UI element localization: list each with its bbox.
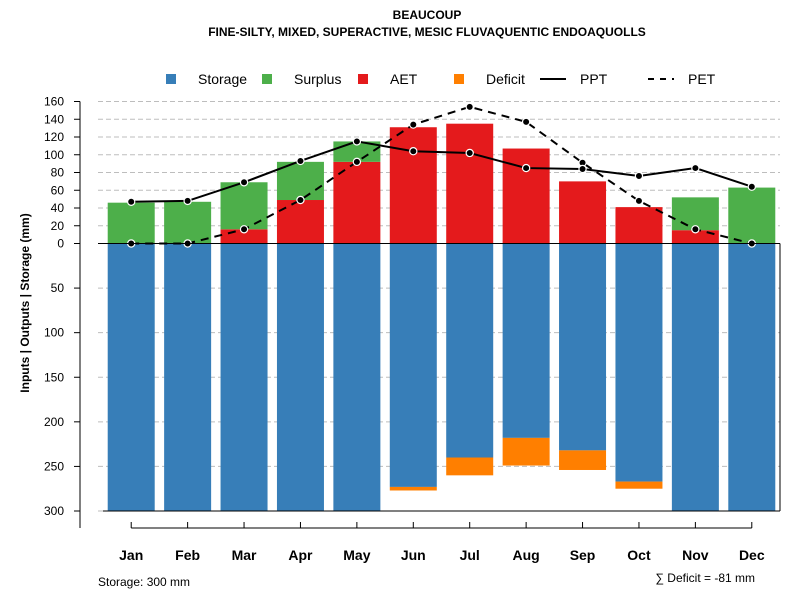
aet-bar [276,200,324,244]
x-tick-label: Jun [401,547,426,563]
ppt-point [239,178,249,187]
pet-point [352,157,362,167]
storage-bar [389,243,437,487]
pet-point [634,196,644,206]
legend-label: Surplus [294,71,341,87]
y-tick-label: 20 [51,219,65,233]
aet-bar [333,161,381,244]
ppt-point [296,156,305,166]
surplus-bar [164,201,212,244]
surplus-bar [671,197,719,231]
deficit-bar [502,437,550,466]
surplus-bar [220,182,268,230]
y-tick-label: 80 [51,166,65,180]
storage-bar [446,243,494,458]
deficit-bar [559,450,607,470]
legend-swatch [166,74,176,84]
x-tick-label: Jul [460,547,480,563]
pet-point [521,117,531,127]
y-tick-label: 40 [51,201,65,215]
aet-bar [615,207,663,244]
ppt-point [578,164,587,174]
pet-line [131,105,753,245]
aet-bar [389,127,437,244]
legend-label: Storage [198,71,247,87]
legend-label: PET [688,71,716,87]
y-tick-label: 60 [51,183,65,197]
x-tick-label: Nov [682,547,709,563]
chart-title: BEAUCOUP [393,8,462,22]
storage-bar [220,243,268,511]
pet-point [465,102,474,112]
y-tick-label: 140 [44,112,64,126]
pet-point [296,195,305,205]
pet-point [691,225,700,234]
axes: 16014012010080604020050100150200250300Ja… [44,95,781,563]
y-tick-label: 300 [44,504,64,518]
y-tick-label: 100 [44,326,64,340]
storage-bar [107,243,155,511]
legend-swatch [262,74,272,84]
x-tick-label: Mar [232,547,257,563]
storage-bar [728,243,776,511]
ppt-point [521,163,531,173]
storage-bar [164,243,212,511]
surplus-bar [107,202,155,244]
y-tick-label: 120 [44,130,64,144]
y-tick-label: 100 [44,148,64,162]
ppt-line [131,140,753,203]
ppt-point [634,171,644,181]
legend-swatch [358,74,368,84]
x-tick-label: Jan [119,547,143,563]
storage-bar [559,243,607,451]
ppt-point [127,197,136,206]
x-tick-label: Sep [570,547,596,563]
surplus-bar [728,187,776,244]
x-tick-label: Oct [627,547,651,563]
pet-point [409,120,418,129]
y-axis-label: Inputs | Outputs | Storage (mm) [18,213,32,392]
legend: Storage Surplus AET Deficit PPT PET [166,71,716,87]
ppt-point [465,148,474,158]
legend-swatch [454,74,464,84]
y-tick-label: 160 [44,95,64,109]
deficit-bar [446,457,494,476]
ppt-point [409,146,418,156]
y-tick-label: 150 [44,370,64,384]
x-tick-label: Feb [175,547,200,563]
legend-label: PPT [580,71,608,87]
x-tick-label: May [343,547,370,563]
legend-label: Deficit [486,71,525,87]
storage-bar [333,243,381,511]
chart-subtitle: FINE-SILTY, MIXED, SUPERACTIVE, MESIC FL… [208,25,646,39]
x-tick-label: Apr [288,547,313,563]
x-tick-label: Dec [739,547,765,563]
deficit-note: ∑ Deficit = -81 mm [655,571,755,585]
storage-bar [502,243,550,438]
y-tick-label: 0 [57,237,64,251]
storage-bar [276,243,324,511]
y-tick-label: 50 [51,281,65,295]
ppt-point [747,182,756,191]
storage-note: Storage: 300 mm [98,575,190,589]
storage-bar [615,243,663,482]
aet-bar [671,230,719,244]
deficit-bar [389,486,437,491]
ppt-point [691,163,700,173]
y-tick-label: 200 [44,415,64,429]
pet-point [239,225,249,234]
aet-bar [559,181,607,244]
ppt-point [352,137,362,146]
x-tick-label: Aug [513,547,540,563]
surplus-bar [276,161,324,201]
storage-bar [671,243,719,511]
aet-bar [446,123,494,244]
ppt-point [183,196,192,206]
legend-label: AET [390,71,418,87]
y-tick-label: 250 [44,459,64,473]
bars [107,123,776,511]
deficit-bar [615,481,663,489]
